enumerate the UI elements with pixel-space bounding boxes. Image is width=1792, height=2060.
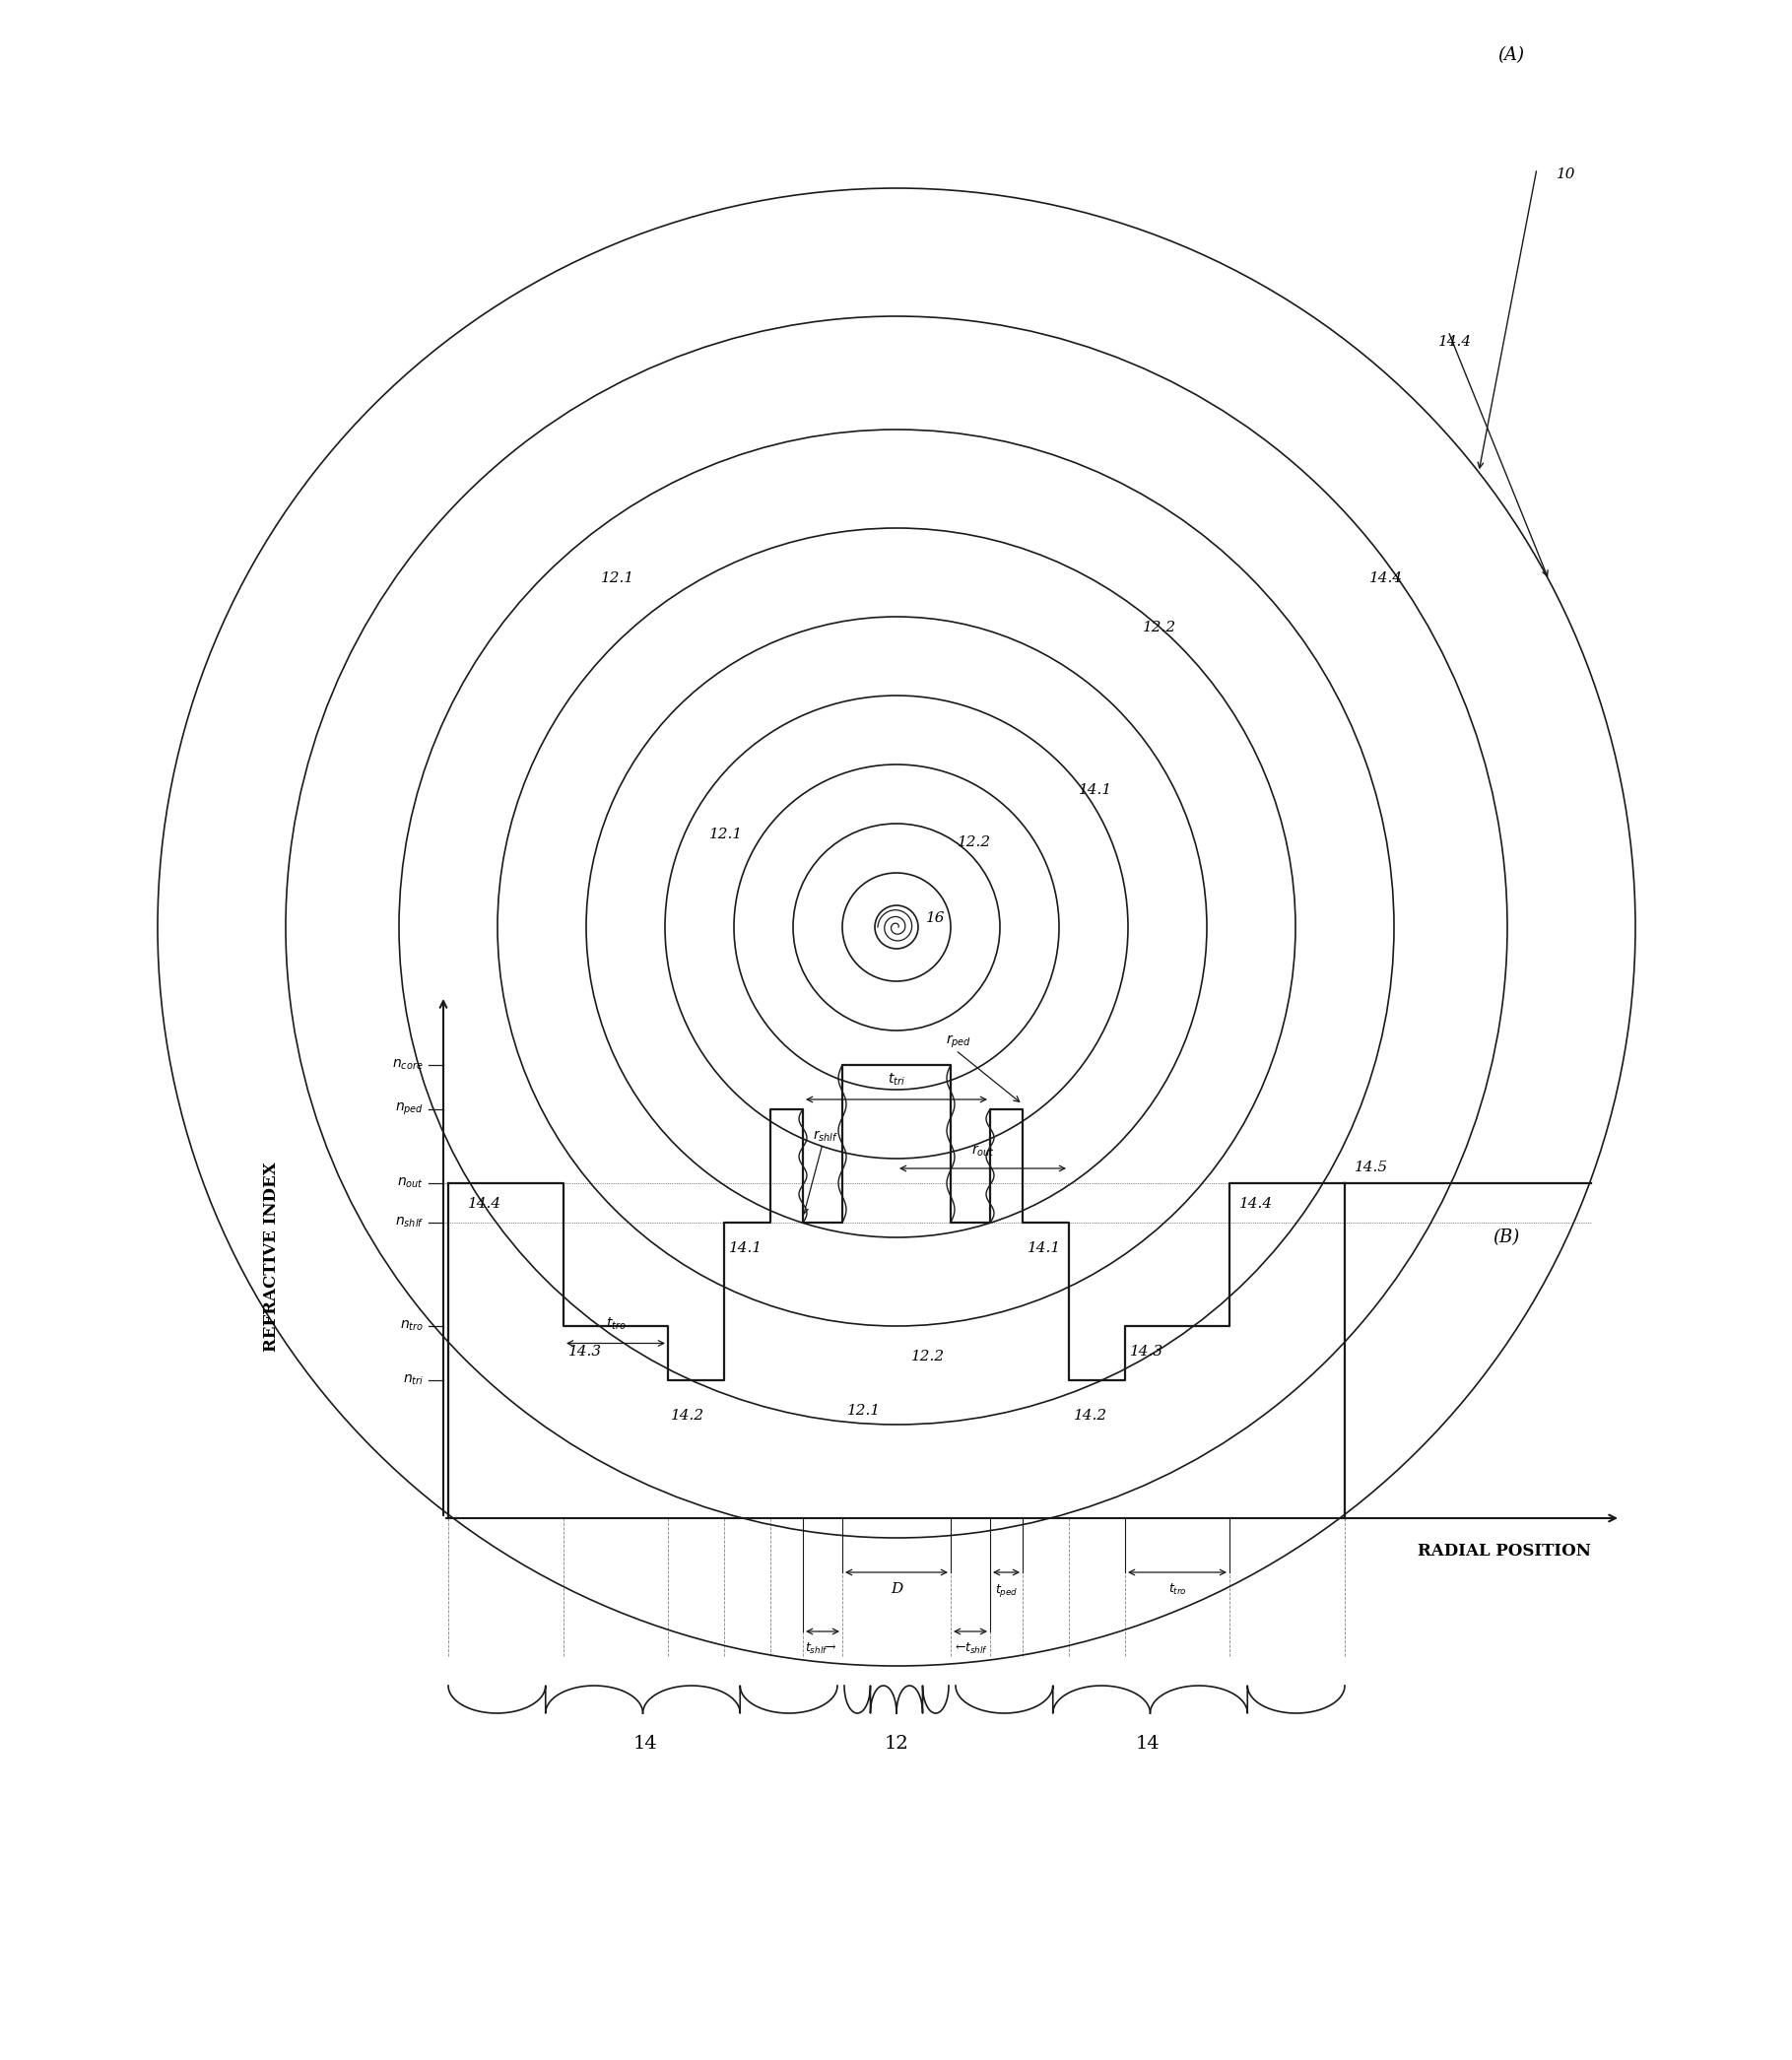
Text: 14.2: 14.2 xyxy=(670,1409,704,1423)
Text: D: D xyxy=(891,1582,903,1596)
Text: 16: 16 xyxy=(926,911,944,925)
Text: $r_{out}$: $r_{out}$ xyxy=(971,1143,995,1158)
Text: $t_{tro}$: $t_{tro}$ xyxy=(606,1314,625,1331)
Text: $n_{shlf}$: $n_{shlf}$ xyxy=(394,1215,423,1230)
Text: 12.2: 12.2 xyxy=(1143,620,1176,634)
Text: (A): (A) xyxy=(1498,45,1523,64)
Text: 14.3: 14.3 xyxy=(1131,1345,1163,1358)
Text: 14.4: 14.4 xyxy=(1369,571,1403,585)
Text: 14.1: 14.1 xyxy=(729,1242,763,1255)
Text: $n_{tro}$: $n_{tro}$ xyxy=(400,1318,423,1333)
Text: RADIAL POSITION: RADIAL POSITION xyxy=(1417,1543,1591,1559)
Text: 14.4: 14.4 xyxy=(1240,1197,1272,1211)
Text: 14: 14 xyxy=(633,1735,658,1753)
Text: (B): (B) xyxy=(1493,1228,1520,1246)
Text: 10: 10 xyxy=(1557,167,1575,181)
Text: $t_{shlf}$→: $t_{shlf}$→ xyxy=(805,1642,837,1656)
Text: 14.3: 14.3 xyxy=(568,1345,602,1358)
Text: 12: 12 xyxy=(883,1735,909,1753)
Text: 12.2: 12.2 xyxy=(912,1349,944,1364)
Text: 14.5: 14.5 xyxy=(1355,1160,1389,1174)
Text: $n_{core}$: $n_{core}$ xyxy=(392,1059,423,1071)
Text: 12.2: 12.2 xyxy=(957,836,991,849)
Text: $r_{ped}$: $r_{ped}$ xyxy=(946,1034,971,1051)
Text: $r_{shlf}$: $r_{shlf}$ xyxy=(814,1129,839,1143)
Text: 14.4: 14.4 xyxy=(468,1197,502,1211)
Text: 14.4: 14.4 xyxy=(1439,336,1471,348)
Text: $n_{ped}$: $n_{ped}$ xyxy=(394,1102,423,1117)
Text: 14.2: 14.2 xyxy=(1073,1409,1107,1423)
Text: $t_{ped}$: $t_{ped}$ xyxy=(995,1582,1018,1599)
Text: 14.1: 14.1 xyxy=(1027,1242,1061,1255)
Text: $t_{tri}$: $t_{tri}$ xyxy=(887,1071,905,1088)
Text: 14: 14 xyxy=(1136,1735,1159,1753)
Text: $n_{tri}$: $n_{tri}$ xyxy=(403,1374,423,1386)
Text: 12.1: 12.1 xyxy=(600,571,634,585)
Text: $t_{tro}$: $t_{tro}$ xyxy=(1168,1582,1186,1596)
Text: REFRACTIVE INDEX: REFRACTIVE INDEX xyxy=(263,1162,280,1351)
Text: 12.1: 12.1 xyxy=(848,1403,882,1417)
Text: 12.1: 12.1 xyxy=(710,828,744,840)
Text: $n_{out}$: $n_{out}$ xyxy=(398,1176,423,1191)
Text: 14.1: 14.1 xyxy=(1079,783,1113,797)
Text: ←$t_{shlf}$: ←$t_{shlf}$ xyxy=(955,1642,987,1656)
